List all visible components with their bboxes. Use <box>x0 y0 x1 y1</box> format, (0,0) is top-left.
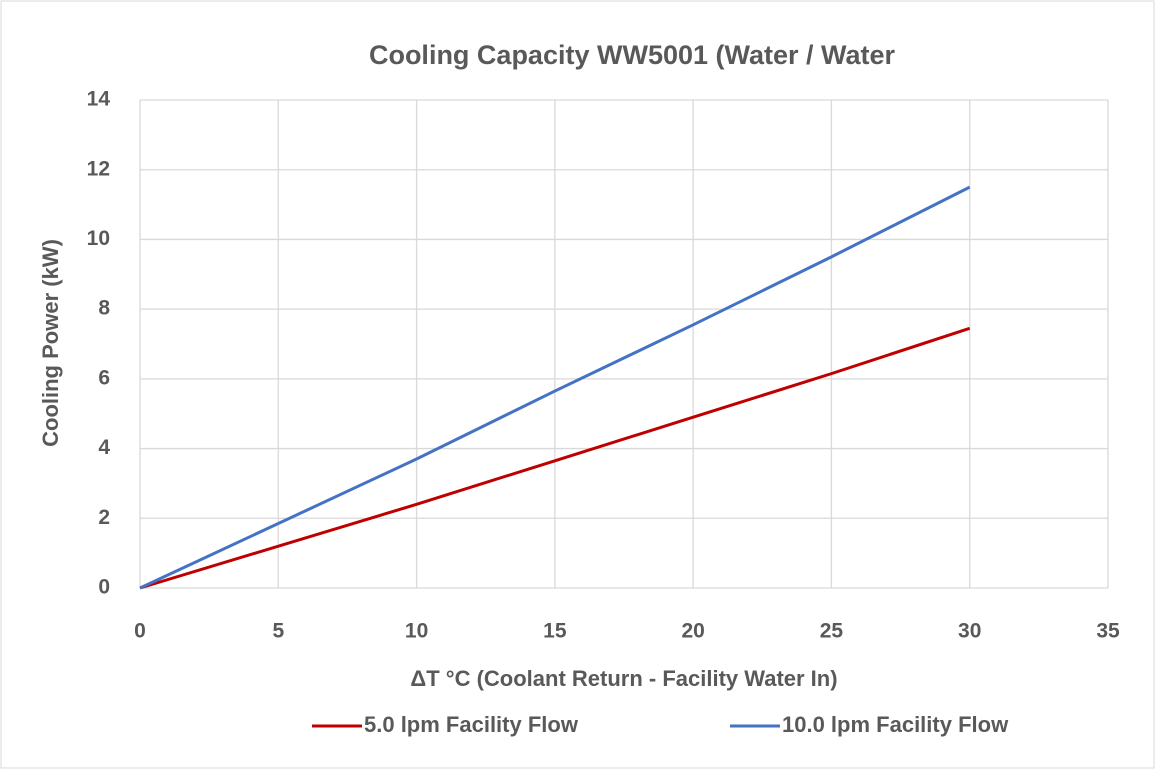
y-axis-label: Cooling Power (kW) <box>38 239 63 447</box>
x-tick-label: 30 <box>958 620 981 643</box>
x-tick-label: 25 <box>820 620 844 643</box>
x-axis-label: ΔT °C (Coolant Return - Facility Water I… <box>410 666 837 691</box>
series-line <box>139 185 971 590</box>
y-tick-label: 10 <box>87 227 110 250</box>
x-tick-label: 15 <box>543 620 567 643</box>
y-tick-label: 0 <box>98 576 110 599</box>
x-tick-label: 0 <box>134 620 146 643</box>
y-tick-label: 12 <box>87 157 110 180</box>
y-tick-label: 14 <box>87 88 111 111</box>
x-tick-label: 5 <box>272 620 284 643</box>
y-tick-label: 6 <box>98 366 110 389</box>
y-tick-label: 4 <box>98 436 110 459</box>
x-tick-label: 20 <box>681 620 704 643</box>
y-tick-label: 2 <box>98 506 110 529</box>
chart-title: Cooling Capacity WW5001 (Water / Water <box>369 40 896 70</box>
x-tick-label: 10 <box>405 620 428 643</box>
series-line <box>139 326 971 590</box>
legend-label: 10.0 lpm Facility Flow <box>782 712 1009 737</box>
y-tick-label: 8 <box>98 297 110 320</box>
x-tick-label: 35 <box>1096 620 1120 643</box>
legend-label: 5.0 lpm Facility Flow <box>364 712 579 737</box>
